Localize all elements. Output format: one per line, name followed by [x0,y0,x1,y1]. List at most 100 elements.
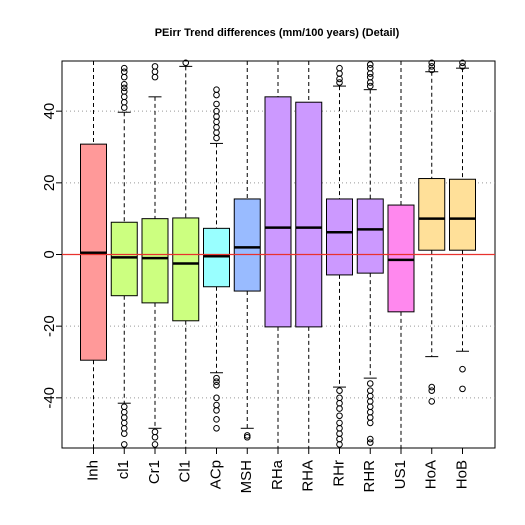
outlier-point [428,63,436,70]
box-msh [233,198,261,292]
outlier-point [366,439,374,446]
outlier-point [120,414,128,421]
outlier-point [243,432,251,439]
y-tick-label: 40 [41,103,58,120]
outlier-point [336,387,343,394]
outlier-point [336,70,343,77]
outlier-point [366,408,374,416]
outlier-point [120,84,128,92]
box-rha [264,96,292,328]
x-tick-label: RHr [330,460,347,487]
outlier-point [213,123,220,131]
outlier-point [213,100,220,108]
outlier-point [336,419,343,427]
outlier-point [151,73,159,81]
outlier-point [213,374,220,382]
outlier-point [336,399,343,407]
outlier-point [213,381,220,389]
box-rhr [356,198,384,274]
x-tick-label: ACp [207,460,224,489]
outlier-point [213,86,220,93]
x-tick-label: Cr1 [146,460,163,484]
axis-layer: -40 -20 0 20 40 Inh cl1 Cr1 Cl1 ACp MSH RHa RHA RHr RH… [41,103,471,494]
y-tick-label: -40 [41,387,58,409]
outlier-point [120,441,128,448]
box-rha [295,101,323,328]
outlier-point [213,129,220,136]
outlier-point [120,104,128,111]
outlier-point [120,88,128,95]
box-us1 [387,204,415,313]
outlier-point [151,441,159,448]
x-tick-label: MSH [238,460,255,493]
y-tick-label: 0 [41,250,58,258]
whisker-layer [93,61,469,448]
outlier-point [120,403,128,411]
outlier-point [336,79,343,86]
outlier-point [366,398,374,405]
outlier-point [120,98,128,106]
x-tick-label: RHA [300,460,317,492]
outlier-point [151,433,159,441]
outlier-point [151,428,159,436]
outlier-point [120,73,128,81]
box-acp [203,227,230,288]
x-tick-label: HoA [423,460,440,489]
outlier-point [213,424,220,432]
outlier-point [366,70,374,77]
outlier-point [213,394,220,402]
x-tick-label: US1 [392,460,409,489]
outlier-point [428,66,436,74]
outlier-point [366,64,374,72]
outlier-point [336,405,343,412]
outlier-point [213,113,220,120]
outlier-point [336,430,343,437]
outlier-point [213,407,220,414]
outlier-point [459,365,466,373]
outlier-point [120,424,128,432]
outlier-point [213,401,220,409]
outlier-point [182,59,190,67]
x-tick-label: RHR [361,460,378,493]
box-hob [449,178,476,251]
outlier-point [213,416,220,423]
box-layer [80,96,476,361]
outlier-point [336,394,343,402]
outlier-point [428,59,436,67]
outlier-point [428,387,436,394]
outlier-point [459,59,466,67]
box-rhr [326,198,353,276]
outlier-point [213,378,220,386]
outlier-point [366,419,374,427]
outlier-point [120,408,128,416]
x-tick-label: RHa [269,459,286,490]
outlier-point [120,68,128,76]
outlier-point [366,380,374,387]
outlier-point [459,63,466,70]
box-cr1 [141,218,169,304]
outlier-point [459,385,466,393]
outlier-point [213,134,220,142]
outlier-point [243,433,251,441]
outlier-point [336,441,343,448]
outlier-point [366,61,374,68]
outlier-point [120,80,128,88]
outlier-point [213,118,220,126]
outlier-point [151,63,159,70]
outlier-point [428,398,436,405]
outlier-point [336,75,343,83]
outlier-point [151,68,159,76]
y-tick-label: -20 [41,315,58,337]
outlier-point [366,73,374,81]
x-tick-label: HoB [453,460,470,489]
box-cl1 [172,217,200,322]
outlier-point [213,91,220,99]
box-hoa [418,178,446,251]
box-cl1 [110,221,138,297]
outlier-point [366,414,374,421]
outlier-point [366,79,374,86]
x-tick-label: cl1 [115,460,132,479]
outlier-point [120,93,128,101]
outlier-point [213,107,220,115]
